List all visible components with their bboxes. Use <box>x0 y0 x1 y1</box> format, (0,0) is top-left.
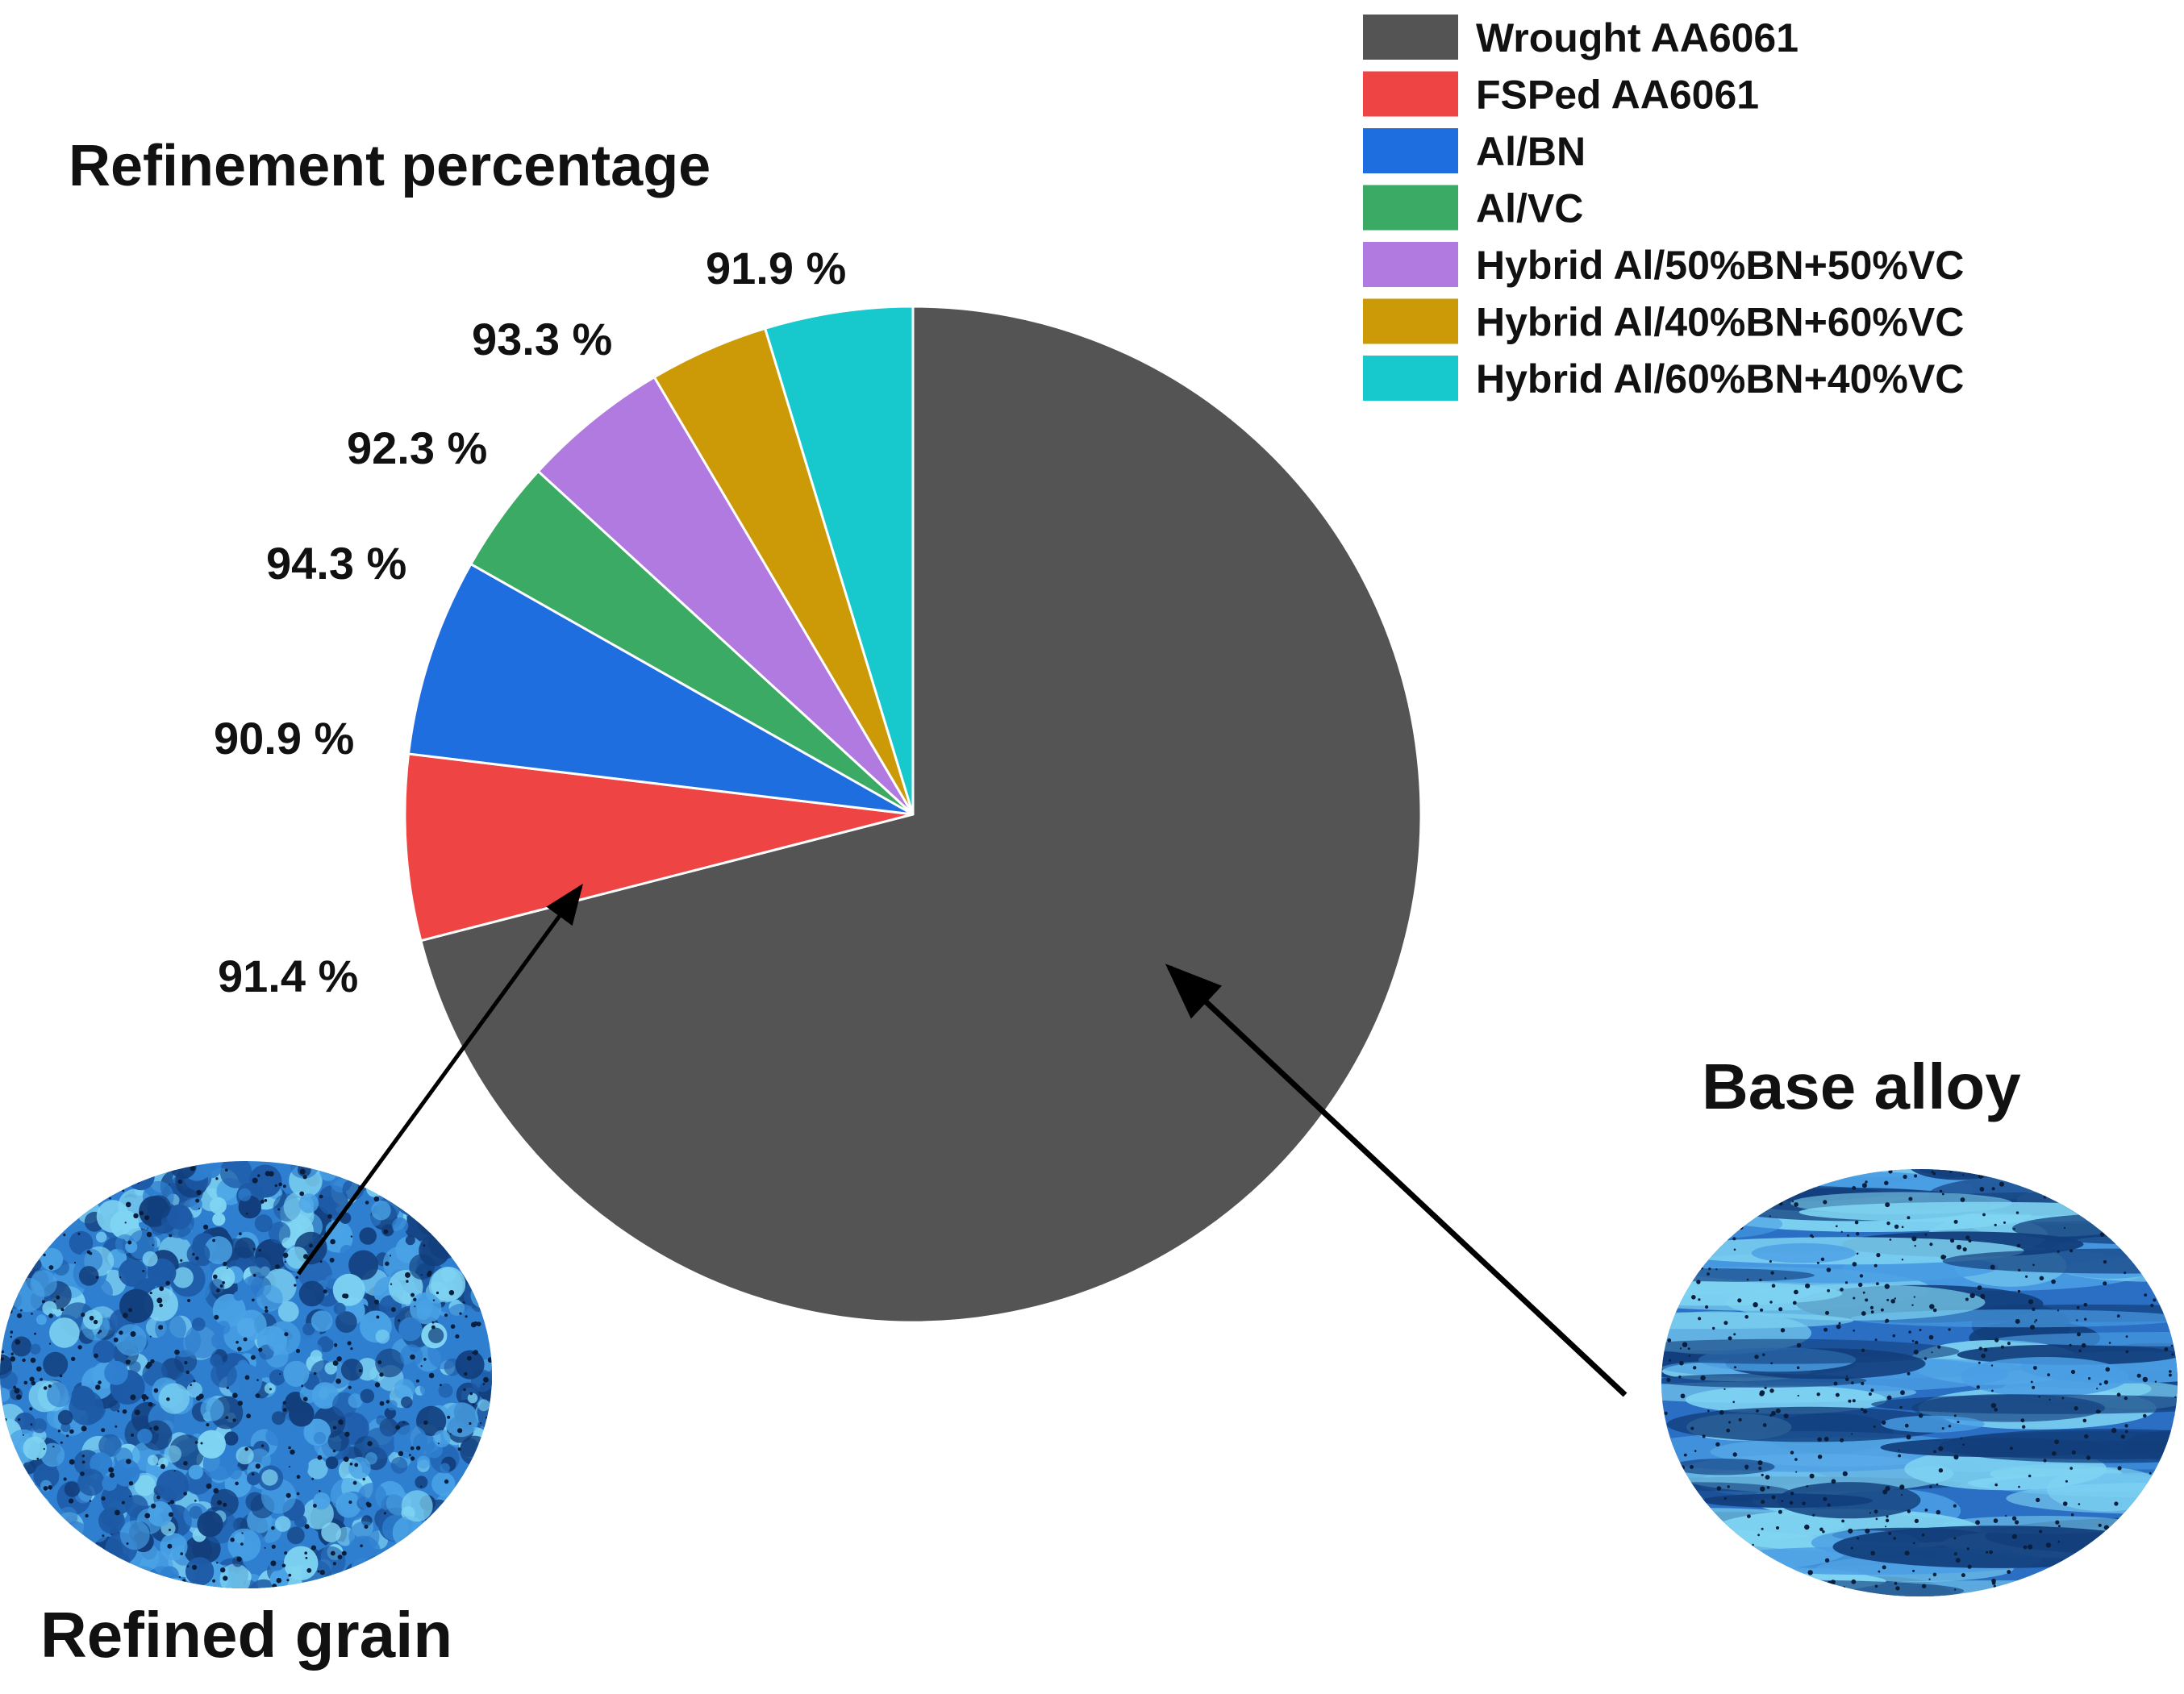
slice-label-1: 91.4 % <box>218 951 358 1001</box>
legend-swatch-3 <box>1363 185 1458 231</box>
pie-chart <box>403 305 1423 1324</box>
pie-slice-1 <box>403 752 914 943</box>
legend-label-0: Wrought AA6061 <box>1476 15 1798 60</box>
refined-grain-label: Refined grain <box>40 1599 452 1671</box>
legend-label-3: Al/VC <box>1476 186 1583 231</box>
legend-swatch-6 <box>1363 356 1458 401</box>
legend-label-5: Hybrid Al/40%BN+60%VC <box>1476 300 1964 345</box>
legend-swatch-4 <box>1363 242 1458 287</box>
slice-label-6: 91.9 % <box>706 243 846 293</box>
pie-slice-4 <box>536 375 915 816</box>
legend-label-6: Hybrid Al/60%BN+40%VC <box>1476 356 1964 402</box>
legend-swatch-1 <box>1363 71 1458 117</box>
base-alloy-label: Base alloy <box>1702 1051 2021 1122</box>
legend-swatch-5 <box>1363 298 1458 344</box>
legend-label-2: Al/BN <box>1476 129 1586 174</box>
refined-grain-micrograph <box>0 1161 492 1588</box>
legend-label-4: Hybrid Al/50%BN+50%VC <box>1476 243 1964 288</box>
pie-slice-2 <box>406 562 914 816</box>
legend-swatch-0 <box>1363 15 1458 60</box>
legend: Wrought AA6061 FSPed AA6061 Al/BN Al/VC Hybr… <box>1363 15 1964 402</box>
base-alloy-micrograph <box>1661 1169 2178 1596</box>
slice-label-2: 90.9 % <box>214 713 354 764</box>
refined-grain-arrow <box>296 883 583 1276</box>
slice-label-5: 93.3 % <box>472 314 612 364</box>
slice-labels: 91.4 % 90.9 % 94.3 % 92.3 % 93.3 % 91.9 % <box>214 243 846 1001</box>
slice-label-3: 94.3 % <box>266 538 406 589</box>
pie-slice-6 <box>763 305 915 815</box>
base-alloy-arrow <box>1165 964 1628 1397</box>
legend-swatch-2 <box>1363 128 1458 173</box>
chart-title: Refinement percentage <box>69 134 711 198</box>
legend-label-1: FSPed AA6061 <box>1476 73 1759 118</box>
pie-slice-0 <box>419 305 1423 1324</box>
slice-label-4: 92.3 % <box>347 422 487 473</box>
